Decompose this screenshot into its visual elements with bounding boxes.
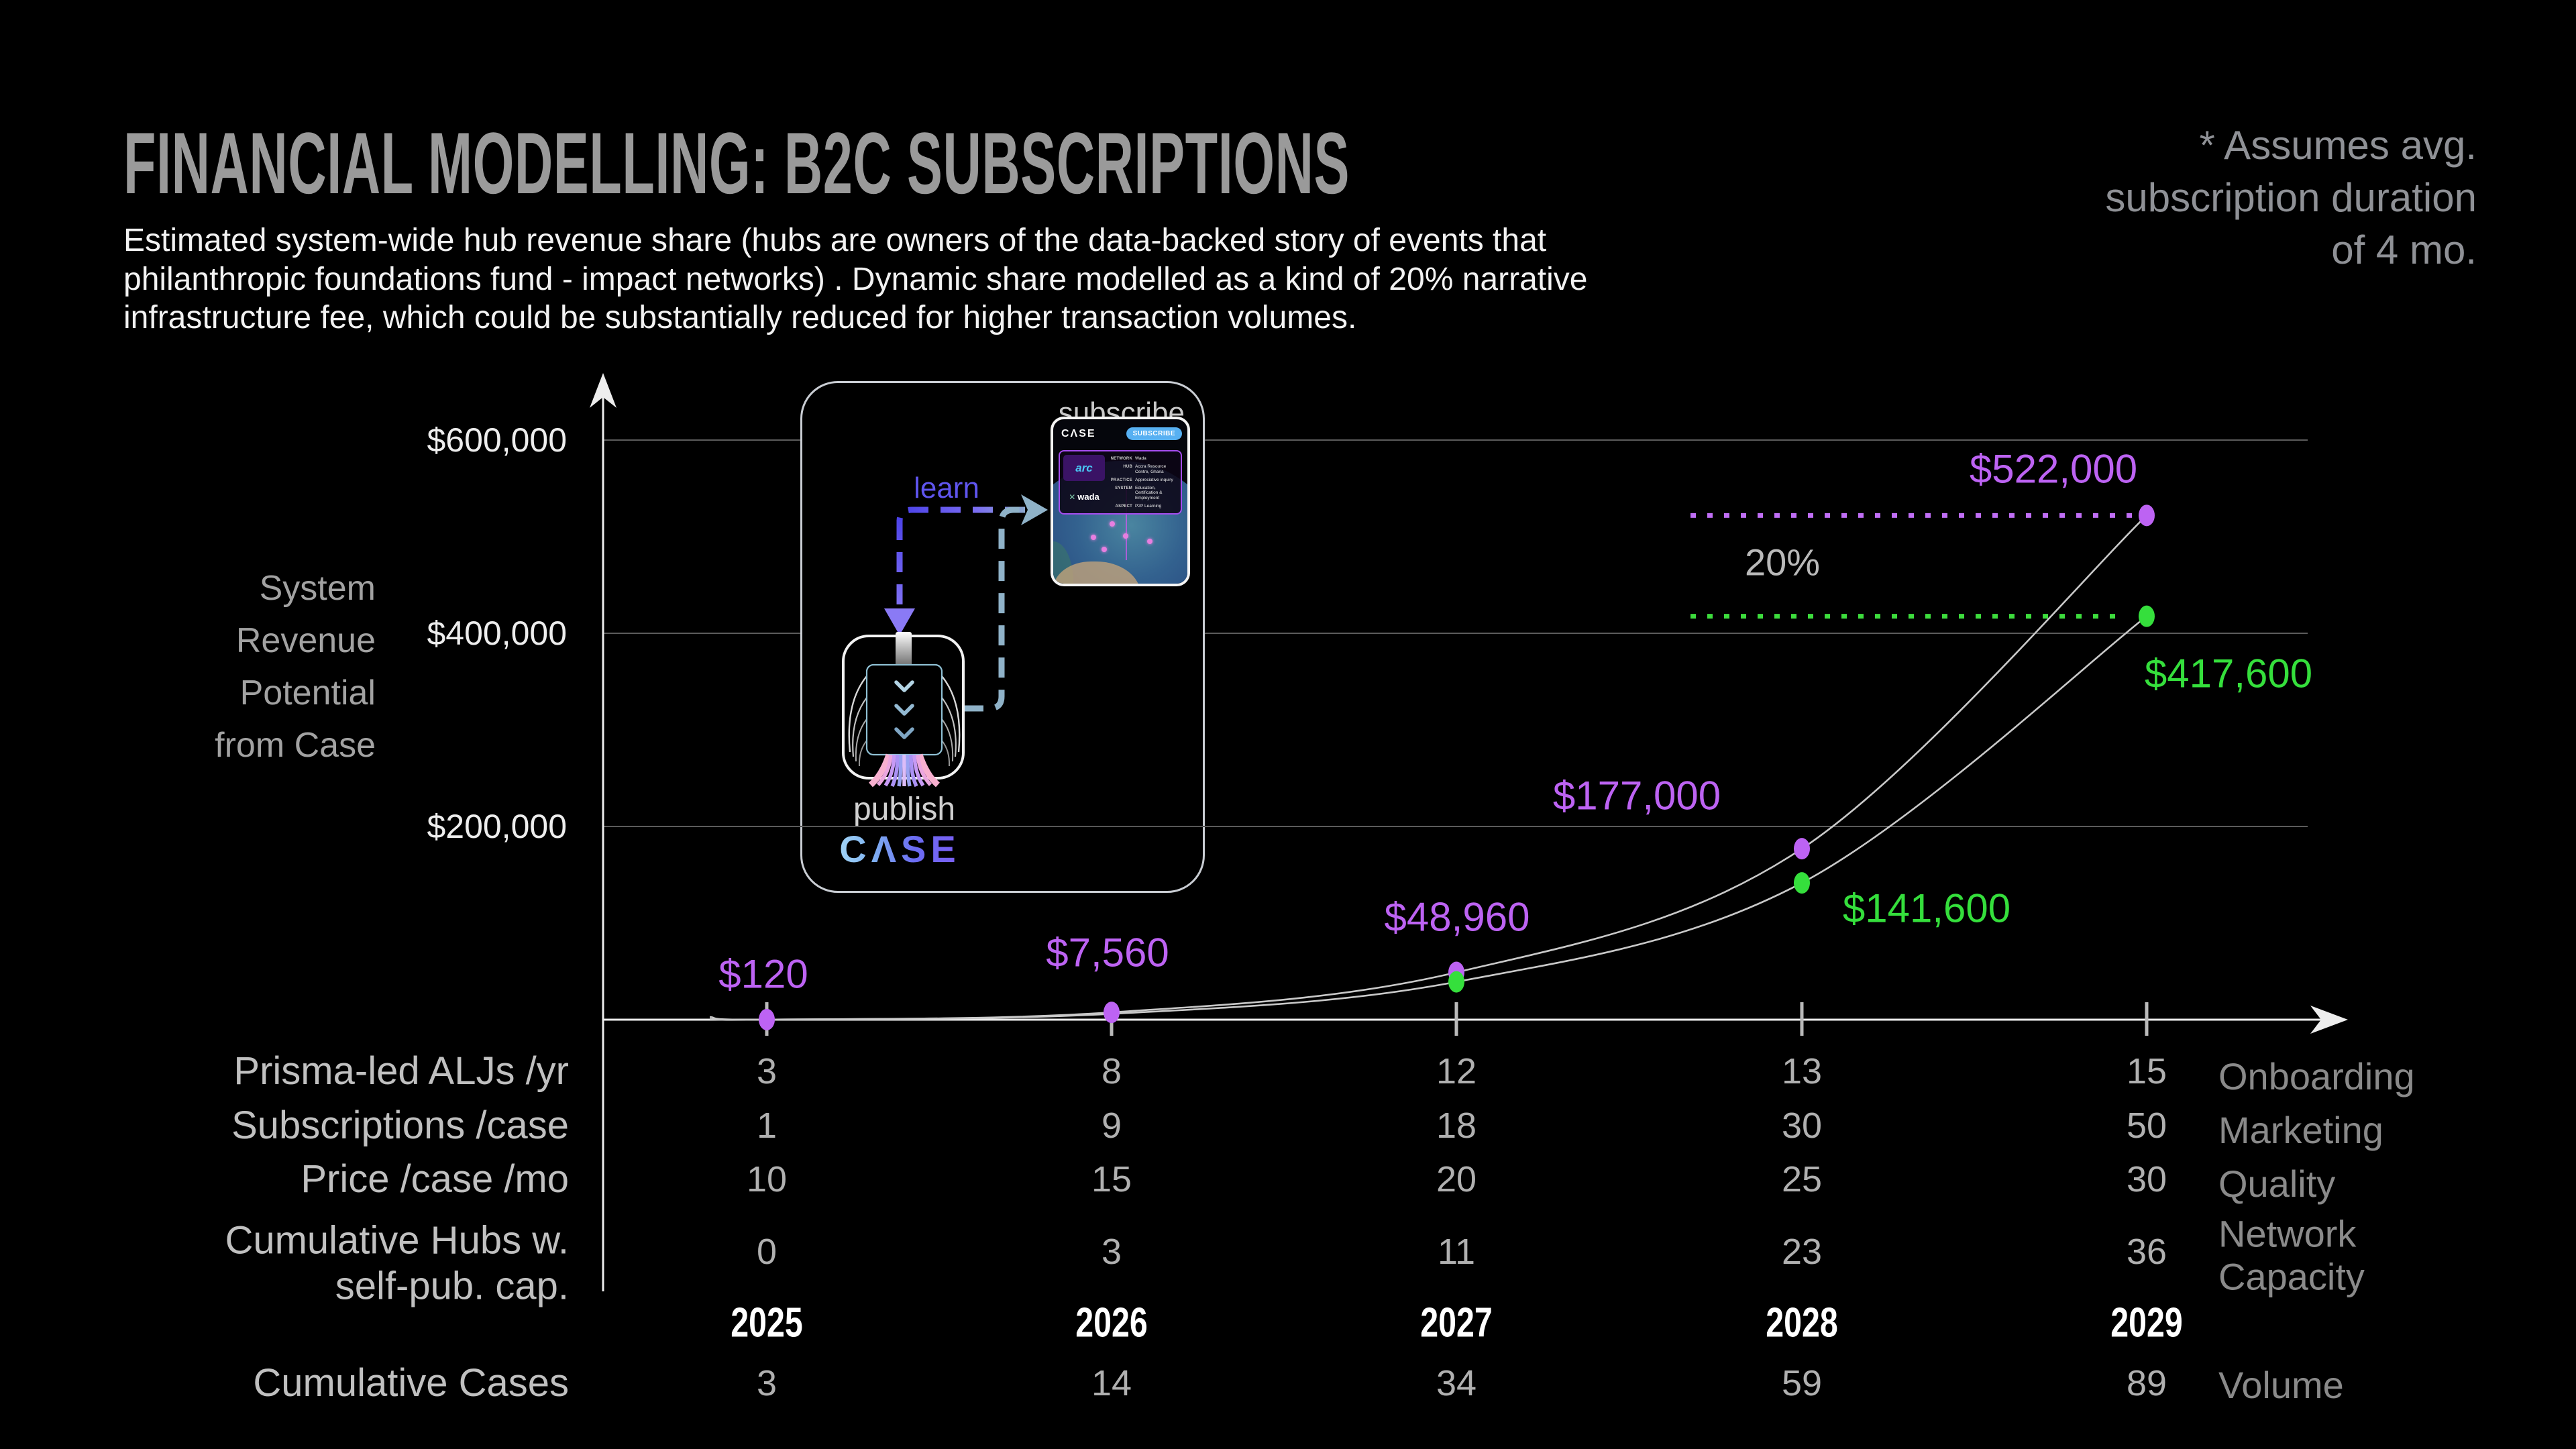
table-cell: 1 <box>756 1106 777 1146</box>
data-point-total <box>2139 504 2155 527</box>
y-axis-tick-label: $400,000 <box>427 614 567 652</box>
table-cell: 25 <box>1781 1159 1823 1199</box>
table-cell: 3 <box>756 1363 777 1403</box>
y-axis-title: System Revenue Potential from Case <box>215 569 376 765</box>
year-label: 2026 <box>1075 1299 1148 1346</box>
publish-to-subscribe-arrow <box>963 494 1048 712</box>
table-cell: 50 <box>2126 1106 2167 1146</box>
thumbnail-case-logo: CΛSE <box>1061 427 1096 439</box>
publish-device-icon <box>842 632 965 788</box>
hub-revenue-share-value-label: $141,600 <box>1842 885 2011 931</box>
hub-info-value: Education, Certification & Employment <box>1135 486 1163 500</box>
table-cell: 30 <box>2126 1159 2167 1199</box>
table-cell: 0 <box>756 1232 777 1272</box>
table-row-category-label: Network Capacity <box>2218 1212 2365 1298</box>
table-row-label: Price /case /mo <box>301 1157 569 1201</box>
table-cell: 14 <box>1091 1363 1132 1403</box>
chart-description: Estimated system-wide hub revenue share … <box>123 223 1588 336</box>
case-logo: CΛSE <box>828 827 972 871</box>
total-case-revenue-value-label: $177,000 <box>1552 773 1721 818</box>
data-point-hub-share <box>1794 872 1810 894</box>
table-cell: 10 <box>746 1159 788 1199</box>
table-cell: 11 <box>1437 1232 1476 1272</box>
table-cell: 34 <box>1436 1363 1477 1403</box>
table-row-category-label: Onboarding <box>2218 1055 2415 1097</box>
hub-info-key: PRACTICE <box>1110 478 1132 482</box>
subscribe-button: SUBSCRIBE <box>1126 427 1182 440</box>
wada-logo: ✕ wada <box>1069 492 1099 502</box>
table-cell: 59 <box>1781 1363 1823 1403</box>
hub-info-key: HUB <box>1123 465 1132 470</box>
flow-arrows-and-device <box>842 494 1048 788</box>
year-label: 2027 <box>1420 1299 1493 1346</box>
hub-info-value: Accra Resource Centre, Ghana <box>1135 464 1167 474</box>
table-row-label: Prisma-led ALJs /yr <box>233 1049 569 1093</box>
case-flow-inset: subscribe learn publish CΛSE CΛSE SUBSCR… <box>800 381 1205 893</box>
map-marker-line <box>1126 486 1127 560</box>
publish-threads <box>868 753 941 788</box>
total-case-revenue-value-label: $120 <box>718 951 808 997</box>
data-point-total <box>1104 1002 1120 1024</box>
total-case-revenue-value-label: $522,000 <box>1969 446 2138 492</box>
publish-label: publish <box>853 792 956 827</box>
assumption-footnote: * Assumes avg. subscription duration of … <box>2105 123 2477 272</box>
table-row-category-label: Marketing <box>2218 1108 2383 1151</box>
hub-info-key: NETWORK <box>1110 457 1132 461</box>
hub-info-key: ASPECT <box>1115 504 1132 508</box>
year-label: 2029 <box>2110 1299 2183 1346</box>
hub-info-row: SYSTEM Education, Certification & Employm… <box>1108 486 1177 500</box>
table-cell: 3 <box>1101 1232 1122 1272</box>
data-point-total <box>1794 838 1810 860</box>
table-cell: 36 <box>2126 1232 2167 1272</box>
data-point-hub-share <box>2139 605 2155 627</box>
gridline-200k-overlay <box>798 826 1205 827</box>
data-point-hub-share <box>1448 971 1464 993</box>
hub-info-key: SYSTEM <box>1115 486 1132 491</box>
y-axis-tick-label: $200,000 <box>427 808 567 845</box>
table-row-category-label: Volume <box>2218 1363 2344 1406</box>
y-axis-tick-label: $600,000 <box>427 421 567 459</box>
table-cell: 89 <box>2126 1363 2167 1403</box>
wada-icon: ✕ <box>1069 492 1076 502</box>
table-cell: 30 <box>1781 1106 1823 1146</box>
page-title: FINANCIAL MODELLING: B2C SUBSCRIPTIONS <box>123 114 1350 212</box>
hub-info-value: P2P Learning <box>1135 503 1162 508</box>
table-cell: 15 <box>2126 1051 2167 1091</box>
total-case-revenue-value-label: $48,960 <box>1384 894 1530 940</box>
data-point-total <box>759 1008 775 1030</box>
table-cell: 8 <box>1101 1051 1122 1091</box>
table-row-label: Cumulative Hubs w. self-pub. cap. <box>225 1218 569 1308</box>
subscribe-app-thumbnail: CΛSE SUBSCRIBE arc ✕ wada NETWORK Wada HUB A… <box>1051 417 1190 586</box>
share-percentage-annotation: 20% <box>1744 541 1821 584</box>
table-cell: 18 <box>1436 1106 1477 1146</box>
table-cell: 13 <box>1781 1051 1823 1091</box>
table-row-label: Cumulative Cases <box>253 1360 569 1405</box>
table-row-label: Subscriptions /case <box>231 1103 569 1147</box>
year-label: 2025 <box>731 1299 803 1346</box>
table-cell: 9 <box>1101 1106 1122 1146</box>
hub-info-card: arc ✕ wada NETWORK Wada HUB Accra Resource C… <box>1059 450 1182 515</box>
hub-info-value: Appreciative inquiry <box>1135 477 1173 482</box>
table-cell: 12 <box>1436 1051 1477 1091</box>
hub-info-value: Wada <box>1135 456 1146 461</box>
table-cell: 20 <box>1436 1159 1477 1199</box>
hub-info-row: ASPECT P2P Learning <box>1108 504 1177 508</box>
learn-arrow <box>884 506 1025 635</box>
table-cell: 3 <box>756 1051 777 1091</box>
hub-info-row: NETWORK Wada <box>1108 456 1177 461</box>
year-label: 2028 <box>1766 1299 1838 1346</box>
hub-info-row: HUB Accra Resource Centre, Ghana <box>1108 464 1177 474</box>
arc-logo: arc <box>1063 455 1105 481</box>
total-case-revenue-value-label: $7,560 <box>1046 930 1169 975</box>
hub-info-row: PRACTICE Appreciative inquiry <box>1108 478 1177 482</box>
learn-label: learn <box>914 472 979 504</box>
table-row-category-label: Quality <box>2218 1162 2336 1205</box>
hub-revenue-share-value-label: $417,600 <box>2144 651 2313 696</box>
table-cell: 15 <box>1091 1159 1132 1199</box>
table-cell: 23 <box>1781 1232 1823 1272</box>
